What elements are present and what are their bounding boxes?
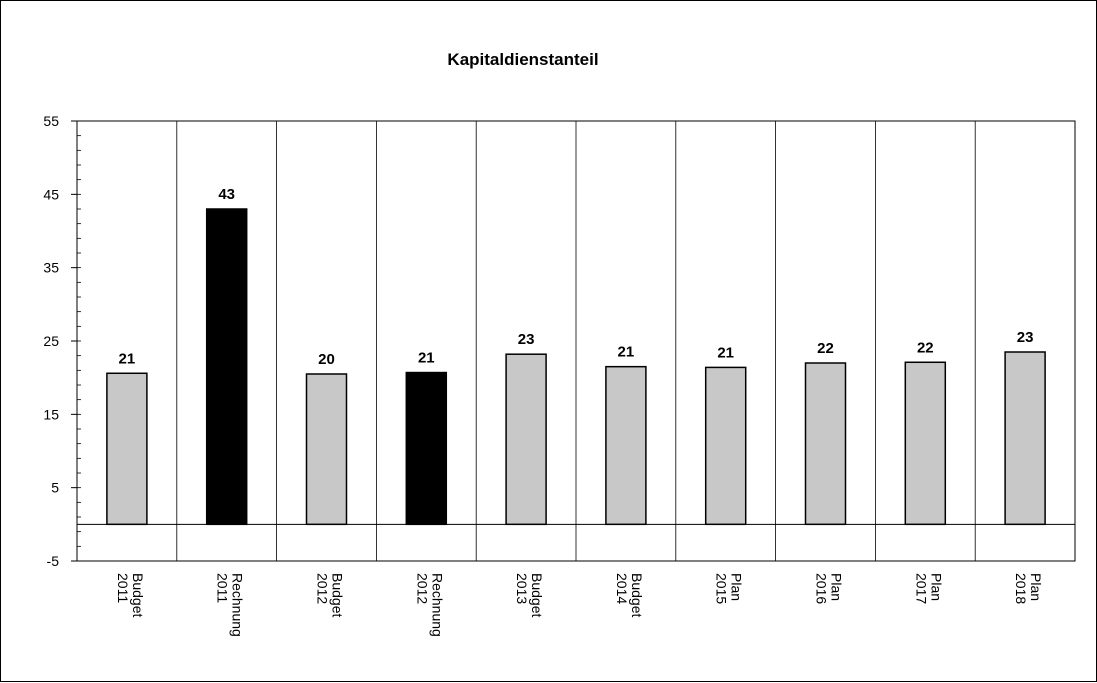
bar [505,353,547,526]
x-category-label: Plan2016 [814,573,845,604]
data-label: 23 [1017,329,1034,346]
x-category-label: Plan2015 [714,573,745,604]
x-category-label: Budget2011 [115,573,146,617]
x-category-label: Plan2018 [1013,573,1044,604]
y-tick-label: -5 [47,553,60,569]
x-category-label: Budget2012 [315,573,346,617]
y-tick-label: 5 [51,480,59,496]
data-label: 43 [218,186,235,203]
data-label: 23 [518,331,535,348]
x-category-label: Budget2014 [614,573,645,617]
data-label: 21 [418,350,435,367]
bar [904,361,947,526]
bar [1004,351,1046,526]
y-tick-label: 45 [43,186,59,202]
data-label: 22 [917,339,934,356]
data-label: 21 [717,344,734,361]
bar [804,362,847,526]
bar [106,372,148,526]
plot-area: 55 45 35 25 15 5 -5 21 Budget2011 43 Rechnung2011 2… [43,113,1076,637]
y-tick-label: 55 [43,113,59,129]
bar [405,371,448,526]
x-category-label: Budget2013 [514,573,545,617]
y-tick-label: 35 [43,260,59,276]
bar [205,208,248,526]
x-category-label: Rechnung2012 [414,573,445,637]
data-label: 21 [119,350,136,367]
chart-title: Kapitaldienstanteil [447,50,598,69]
bar [605,365,647,526]
x-category-label: Rechnung2011 [215,573,246,637]
x-category-label: Plan2017 [913,573,944,604]
data-label: 20 [318,351,335,368]
bar [305,373,348,526]
data-label: 21 [618,344,635,361]
bar [704,366,747,526]
data-label: 22 [817,340,834,357]
y-tick-label: 25 [43,333,59,349]
y-tick-label: 15 [43,406,59,422]
